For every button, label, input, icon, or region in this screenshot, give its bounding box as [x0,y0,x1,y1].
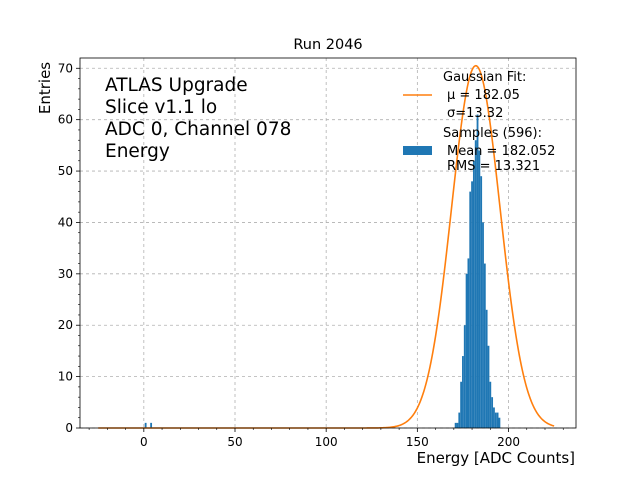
x-tick-label: 100 [315,435,338,449]
legend-samples-title: Samples (596): [443,126,542,141]
histogram-bar [144,422,147,428]
x-axis: 0 50 100 150 200 [88,428,564,449]
histogram-bar [498,417,501,428]
y-axis: 0 10 20 30 40 50 60 70 [58,61,80,435]
histogram-bar [480,176,483,428]
y-tick-label: 40 [58,215,73,229]
x-tick-label: 150 [406,435,429,449]
histogram-bar [471,181,473,428]
histogram-bar [476,114,479,429]
histogram-bars [144,114,501,429]
histogram-bar [460,381,463,428]
y-tick-label: 60 [58,113,73,127]
annotation-line-experiment: ATLAS Upgrade [105,75,248,96]
histogram-bar [458,412,461,428]
histogram-bar [489,381,492,428]
histogram-bar [496,412,499,428]
y-tick-label: 70 [58,61,73,75]
annotation-line-channel: ADC 0, Channel 078 [105,119,291,140]
histogram-bar [456,422,459,428]
legend-samples-mean: Mean = 182.052 [447,144,555,159]
histogram-bar [478,150,481,428]
legend-fit-sigma: σ=13.32 [447,106,503,121]
histogram-bar [472,160,475,428]
histogram-bar [150,422,153,428]
x-tick-label: 50 [227,435,242,449]
x-axis-label: Energy [ADC Counts] [417,449,575,467]
histogram-bar [474,140,477,428]
grid [80,58,576,429]
legend-fit-title: Gaussian Fit: [443,70,526,85]
y-tick-label: 50 [58,164,73,178]
annotation-line-quantity: Energy [105,141,170,162]
y-tick-label: 20 [58,318,73,332]
histogram-bar [454,422,457,428]
annotation-line-slice: Slice v1.1 lo [105,97,217,118]
y-tick-label: 30 [58,267,73,281]
histogram-bar [494,412,497,428]
histogram-bar [483,263,486,428]
histogram-bar [491,397,494,428]
y-tick-label: 10 [58,370,73,384]
histogram-bar [467,258,470,428]
y-axis-label: Entries [36,62,54,114]
histogram-bar [485,309,488,428]
histogram-bar [465,273,468,428]
histogram-bar [469,191,472,428]
chart-title: Run 2046 [293,37,362,53]
histogram-bar [487,345,490,428]
histogram-bar [493,407,495,428]
x-tick-label: 200 [497,435,520,449]
annotation-block: ATLAS Upgrade Slice v1.1 lo ADC 0, Chann… [105,75,291,162]
histogram-bar [462,356,464,428]
x-tick-label: 0 [140,435,148,449]
legend-fit-mu: μ = 182.05 [447,88,520,103]
y-tick-label: 0 [65,421,73,435]
legend-samples-handle [403,146,432,155]
histogram-bar [463,325,466,428]
legend-samples-rms: RMS = 13.321 [447,159,540,174]
legend: Gaussian Fit: μ = 182.05 σ=13.32 Samples… [403,70,555,174]
histogram-bar [482,222,484,428]
